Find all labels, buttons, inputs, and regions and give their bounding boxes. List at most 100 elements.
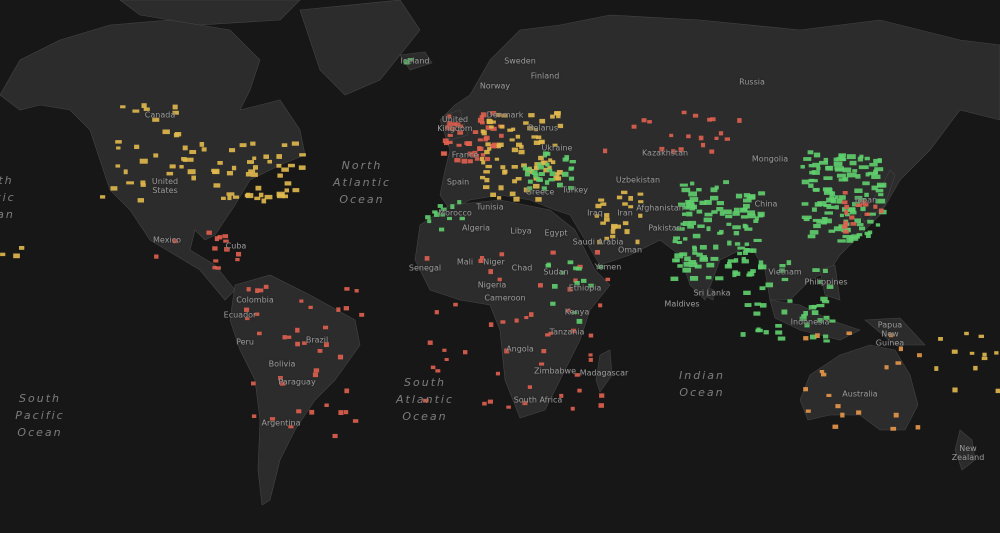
data-bar[interactable] bbox=[673, 236, 680, 240]
data-bar[interactable] bbox=[659, 146, 665, 152]
data-bar[interactable] bbox=[496, 112, 501, 117]
data-bar[interactable] bbox=[839, 195, 846, 200]
data-bar[interactable] bbox=[677, 264, 683, 268]
data-bar[interactable] bbox=[487, 399, 493, 404]
data-bar[interactable] bbox=[743, 248, 750, 252]
data-bar[interactable] bbox=[595, 203, 602, 209]
data-bar[interactable] bbox=[823, 334, 829, 339]
data-bar[interactable] bbox=[263, 154, 269, 159]
data-bar[interactable] bbox=[173, 132, 180, 138]
data-bar[interactable] bbox=[565, 308, 571, 313]
data-bar[interactable] bbox=[169, 164, 176, 169]
data-bar[interactable] bbox=[829, 319, 836, 323]
data-bar[interactable] bbox=[152, 117, 160, 122]
data-bar[interactable] bbox=[823, 157, 829, 163]
data-bar[interactable] bbox=[759, 286, 766, 291]
data-bar[interactable] bbox=[543, 167, 550, 173]
data-bar[interactable] bbox=[224, 247, 230, 252]
data-bar[interactable] bbox=[568, 186, 575, 191]
data-bar[interactable] bbox=[978, 334, 984, 338]
data-bar[interactable] bbox=[484, 135, 490, 141]
data-bar[interactable] bbox=[859, 226, 866, 231]
data-bar[interactable] bbox=[573, 278, 578, 283]
data-bar[interactable] bbox=[604, 217, 610, 222]
data-bar[interactable] bbox=[822, 268, 828, 273]
data-bar[interactable] bbox=[313, 368, 320, 373]
data-bar[interactable] bbox=[604, 236, 610, 241]
data-bar[interactable] bbox=[635, 239, 640, 245]
data-bar[interactable] bbox=[741, 259, 749, 264]
data-bar[interactable] bbox=[154, 254, 159, 259]
data-bar[interactable] bbox=[533, 173, 539, 178]
data-bar[interactable] bbox=[859, 154, 864, 159]
data-bar[interactable] bbox=[849, 236, 859, 241]
data-bar[interactable] bbox=[917, 353, 922, 358]
data-bar[interactable] bbox=[819, 160, 828, 165]
data-bar[interactable] bbox=[598, 198, 605, 202]
data-bar[interactable] bbox=[842, 177, 849, 182]
data-bar[interactable] bbox=[560, 270, 566, 275]
data-bar[interactable] bbox=[689, 197, 699, 202]
data-bar[interactable] bbox=[674, 253, 684, 259]
data-bar[interactable] bbox=[19, 246, 25, 250]
data-bar[interactable] bbox=[733, 258, 739, 263]
data-bar[interactable] bbox=[533, 183, 540, 189]
data-bar[interactable] bbox=[295, 327, 300, 333]
data-bar[interactable] bbox=[465, 141, 473, 146]
data-bar[interactable] bbox=[723, 180, 729, 185]
data-bar[interactable] bbox=[710, 256, 719, 261]
data-bar[interactable] bbox=[473, 153, 480, 158]
data-bar[interactable] bbox=[483, 170, 490, 174]
data-bar[interactable] bbox=[214, 236, 219, 242]
data-bar[interactable] bbox=[499, 252, 505, 257]
data-bar[interactable] bbox=[504, 348, 510, 354]
data-bar[interactable] bbox=[211, 168, 220, 172]
data-bar[interactable] bbox=[352, 419, 359, 423]
data-bar[interactable] bbox=[533, 140, 541, 146]
data-bar[interactable] bbox=[299, 299, 304, 303]
data-bar[interactable] bbox=[875, 188, 884, 193]
data-bar[interactable] bbox=[688, 191, 697, 197]
data-bar[interactable] bbox=[858, 198, 866, 203]
data-bar[interactable] bbox=[884, 365, 889, 370]
data-bar[interactable] bbox=[812, 218, 822, 222]
data-bar[interactable] bbox=[518, 149, 525, 155]
data-bar[interactable] bbox=[594, 213, 599, 218]
data-bar[interactable] bbox=[833, 226, 842, 232]
data-bar[interactable] bbox=[733, 207, 740, 213]
data-bar[interactable] bbox=[823, 339, 830, 343]
data-bar[interactable] bbox=[893, 412, 899, 418]
data-bar[interactable] bbox=[678, 147, 684, 153]
data-bar[interactable] bbox=[494, 157, 500, 161]
data-bar[interactable] bbox=[681, 187, 691, 193]
data-bar[interactable] bbox=[599, 393, 605, 398]
data-bar[interactable] bbox=[527, 385, 532, 389]
data-bar[interactable] bbox=[115, 140, 122, 144]
data-bar[interactable] bbox=[223, 239, 229, 243]
data-bar[interactable] bbox=[284, 188, 290, 193]
data-bar[interactable] bbox=[744, 242, 750, 246]
data-bar[interactable] bbox=[753, 219, 759, 223]
data-bar[interactable] bbox=[317, 349, 323, 353]
data-bar[interactable] bbox=[873, 158, 882, 164]
data-bar[interactable] bbox=[480, 153, 486, 157]
data-bar[interactable] bbox=[684, 256, 691, 262]
data-bar[interactable] bbox=[719, 229, 724, 235]
data-bar[interactable] bbox=[775, 330, 783, 335]
data-bar[interactable] bbox=[826, 284, 834, 289]
data-bar[interactable] bbox=[267, 159, 272, 164]
data-bar[interactable] bbox=[808, 183, 814, 188]
data-bar[interactable] bbox=[716, 201, 724, 206]
data-bar[interactable] bbox=[567, 260, 574, 265]
data-bar[interactable] bbox=[895, 361, 902, 365]
data-bar[interactable] bbox=[403, 59, 410, 65]
data-bar[interactable] bbox=[257, 331, 262, 336]
data-bar[interactable] bbox=[679, 252, 688, 257]
data-bar[interactable] bbox=[828, 229, 836, 233]
data-bar[interactable] bbox=[682, 221, 691, 226]
data-bar[interactable] bbox=[546, 168, 553, 172]
data-bar[interactable] bbox=[250, 141, 256, 146]
data-bar[interactable] bbox=[692, 113, 699, 118]
data-bar[interactable] bbox=[263, 284, 269, 289]
data-bar[interactable] bbox=[834, 195, 839, 200]
